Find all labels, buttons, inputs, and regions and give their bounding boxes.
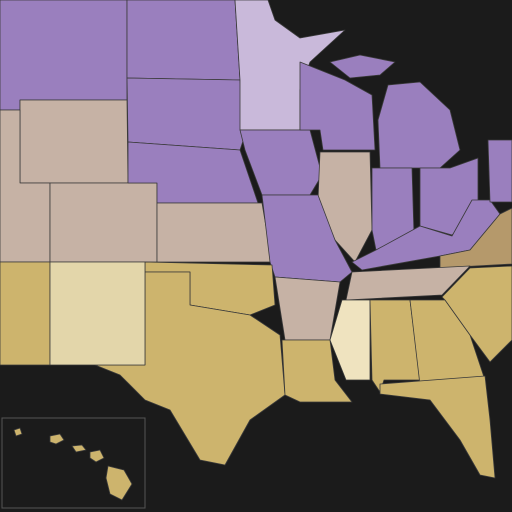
- state: [379, 375, 496, 479]
- state: [329, 299, 371, 381]
- state: [274, 276, 341, 341]
- state: [126, 0, 241, 81]
- state: [156, 202, 273, 263]
- island: [13, 427, 23, 437]
- state: [409, 299, 486, 386]
- state: [487, 139, 512, 203]
- state: [49, 261, 146, 366]
- state: [126, 77, 246, 151]
- state: [0, 261, 51, 366]
- state: [329, 54, 396, 79]
- state: [377, 81, 461, 169]
- inset-frame: [1, 417, 146, 509]
- state: [299, 61, 376, 151]
- state: [0, 0, 128, 111]
- island: [89, 449, 105, 463]
- state: [261, 194, 353, 283]
- state: [19, 99, 129, 184]
- island: [105, 465, 133, 501]
- state: [49, 182, 158, 263]
- island: [49, 433, 65, 445]
- state: [345, 265, 471, 301]
- state: [234, 0, 346, 131]
- island: [71, 444, 87, 453]
- state: [441, 265, 512, 363]
